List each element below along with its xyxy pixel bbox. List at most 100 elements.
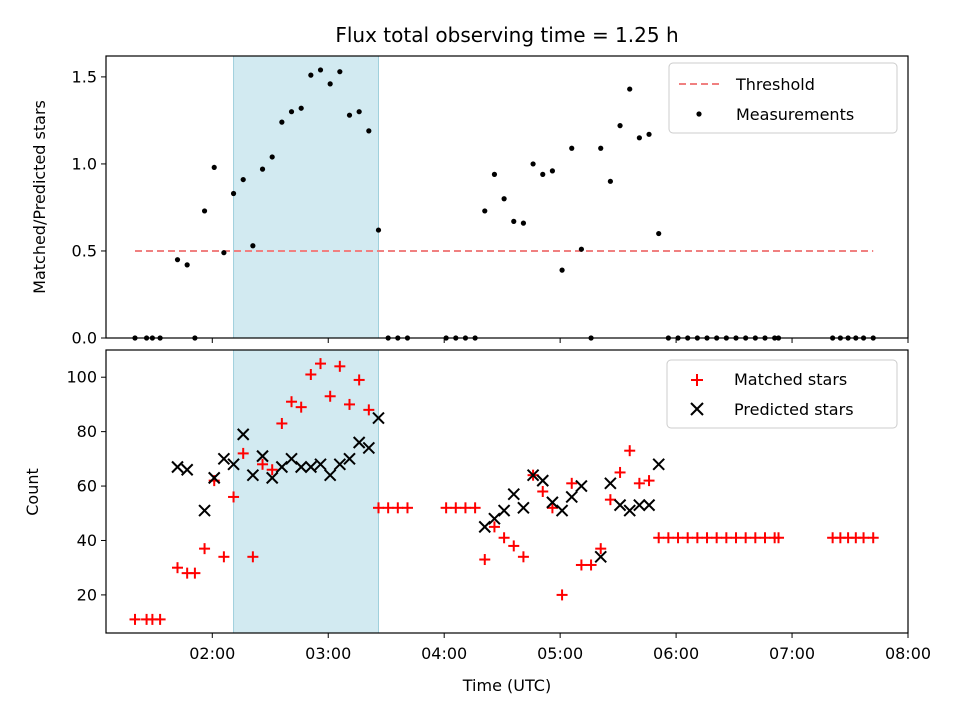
threshold-legend-label: Threshold	[735, 75, 815, 94]
predicted-stars-point	[642, 498, 656, 512]
predicted-stars-point	[217, 452, 231, 466]
predicted-stars-point	[208, 471, 221, 485]
measurement-point	[288, 109, 295, 115]
matched-stars-point	[720, 532, 732, 544]
matched-stars-point	[382, 502, 394, 514]
measurements-legend-swatch	[696, 111, 702, 117]
y-tick-label: 80	[77, 422, 97, 441]
measurement-point	[269, 154, 275, 160]
predicted-stars-point	[546, 496, 559, 509]
top-y-ticks: 0.0 0.5 1.0 1.5	[72, 67, 106, 348]
measurement-point	[607, 178, 613, 184]
matched-stars-point	[759, 532, 771, 544]
matched-stars-point	[228, 491, 240, 503]
bottom-y-axis-label: Count	[23, 468, 42, 516]
matched-stars-point	[546, 502, 558, 514]
top-y-axis-label: Matched/Predicted stars	[30, 100, 49, 294]
measurement-point	[578, 246, 585, 252]
matched-stars-point	[154, 613, 166, 625]
predicted-stars-point	[555, 504, 569, 517]
matched-stars-point	[218, 551, 230, 563]
matched-stars-point	[575, 559, 587, 571]
matched-stars-point	[315, 358, 327, 370]
matched-stars-point	[566, 477, 578, 489]
matched-stars-point	[556, 589, 568, 601]
predicted-stars-point	[488, 512, 501, 525]
y-tick-label: 20	[77, 585, 97, 604]
matched-stars-point	[662, 532, 674, 544]
measurement-point	[511, 218, 517, 224]
predicted-stars-point	[594, 550, 607, 564]
measurement-point	[308, 72, 314, 78]
matched-stars-point	[343, 398, 355, 410]
measurement-point	[240, 176, 246, 183]
matched-stars-point	[334, 360, 346, 372]
measurement-point	[211, 164, 217, 171]
predicted-stars-point	[372, 411, 385, 425]
predicted-stars-point	[333, 458, 347, 471]
matched-stars-point	[172, 562, 184, 574]
matched-stars-point	[604, 494, 616, 506]
predicted-stars-point	[362, 441, 376, 455]
x-tick-label: 02:00	[189, 644, 235, 663]
matched-stars-point	[324, 390, 336, 402]
matched-stars-point	[459, 502, 471, 514]
measurement-point	[201, 208, 208, 214]
measurement-point	[259, 166, 266, 172]
matched-stars-point	[537, 486, 549, 497]
matched-legend-swatch	[691, 374, 703, 386]
y-tick-label: 60	[77, 477, 97, 496]
measurement-point	[501, 196, 507, 202]
matched-stars-point	[450, 502, 462, 514]
y-tick-label: 100	[66, 368, 97, 387]
predicted-stars-point	[304, 460, 318, 474]
matched-stars-point	[682, 532, 694, 544]
predicted-stars-point	[171, 460, 184, 474]
measurement-point	[317, 67, 324, 73]
matched-stars-point	[392, 502, 404, 514]
matched-stars-point	[749, 532, 761, 544]
predicted-stars-point	[565, 490, 578, 504]
bottom-legend: Matched stars Predicted stars	[666, 359, 898, 429]
predicted-stars-point	[246, 468, 260, 482]
y-tick-label: 0.5	[72, 241, 97, 260]
matched-stars-point	[237, 447, 249, 459]
y-tick-label: 40	[77, 531, 97, 550]
top-panel: 0.0 0.5 1.0 1.5 Matched/Predicted stars Thr…	[30, 55, 909, 348]
matched-stars-point	[711, 532, 723, 544]
matched-stars-point	[372, 502, 384, 514]
predicted-stars-point	[294, 460, 308, 474]
x-tick-label: 06:00	[653, 644, 699, 663]
measurement-point	[346, 112, 353, 118]
measurement-point	[184, 262, 190, 268]
predicted-stars-point	[652, 458, 665, 471]
matched-stars-point	[701, 532, 713, 544]
predicted-stars-point	[536, 474, 549, 487]
y-tick-label: 1.0	[72, 154, 97, 173]
measurement-point	[646, 131, 652, 137]
matched-stars-point	[479, 554, 491, 566]
matched-stars-point	[266, 464, 278, 476]
predicted-stars-point	[478, 520, 491, 534]
matched-stars-point	[585, 559, 597, 571]
matched-stars-point	[401, 502, 413, 514]
measurement-point	[598, 145, 604, 151]
matched-stars-point	[740, 532, 752, 544]
predicted-legend-label: Predicted stars	[734, 400, 854, 419]
predicted-stars-point	[526, 468, 540, 482]
predicted-legend-swatch	[690, 402, 704, 416]
predicted-stars-point	[180, 463, 194, 476]
measurement-point	[337, 69, 343, 75]
matched-stars-point	[257, 458, 269, 470]
measurement-point	[174, 257, 181, 263]
measurement-point	[221, 250, 227, 256]
matched-legend-label: Matched stars	[734, 370, 847, 389]
measurement-point	[230, 190, 237, 197]
measurement-point	[298, 105, 304, 111]
matched-stars-point	[276, 417, 288, 429]
predicted-stars-point	[623, 504, 636, 517]
predicted-stars-point	[352, 436, 366, 449]
matched-stars-point	[498, 532, 510, 544]
predicted-stars-point	[633, 498, 646, 512]
predicted-stars-point	[613, 498, 627, 512]
